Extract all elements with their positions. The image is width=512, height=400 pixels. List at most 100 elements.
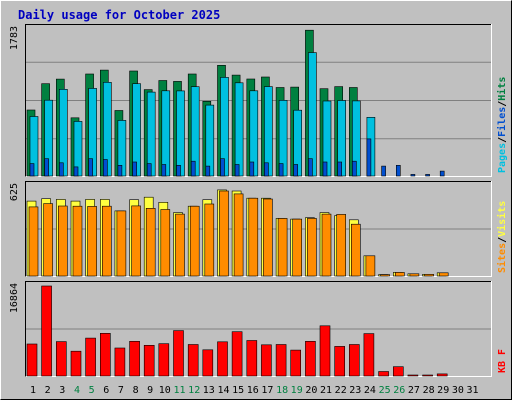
bar-kb-f — [319, 325, 331, 377]
bar-pages — [29, 163, 35, 177]
bar-pages — [337, 161, 343, 177]
day-label: 25 — [379, 385, 391, 396]
bar-pages — [88, 158, 93, 177]
panel-legend: KB F — [497, 349, 508, 373]
bar-kb-f — [114, 347, 126, 377]
bar-kb-f — [407, 374, 419, 377]
day-label: 1 — [30, 385, 36, 396]
bar-kb-f — [363, 333, 375, 377]
legend-entry: Pages — [497, 143, 508, 173]
panel-visitors: 625 Sites/Visits — [9, 181, 508, 277]
panel-max-label: 1783 — [9, 26, 20, 50]
bar-sites — [145, 208, 156, 277]
bar-kb-f — [41, 285, 52, 377]
bar-pages — [234, 164, 240, 177]
bar-kb-f — [85, 337, 96, 377]
day-label: 31 — [466, 385, 478, 396]
bar-sites — [248, 197, 259, 277]
day-label: 27 — [408, 385, 420, 396]
bar-kb-f — [334, 346, 346, 377]
bar-sites — [175, 213, 185, 277]
bar-pages — [351, 160, 357, 177]
bar-pages — [308, 158, 313, 177]
legend-entry: / — [497, 237, 508, 243]
bar-sites — [189, 205, 200, 277]
bar-kb-f — [378, 371, 389, 377]
day-label: 3 — [59, 385, 65, 396]
chart-title: Daily usage for October 2025 — [18, 8, 220, 22]
bar-sites — [116, 210, 127, 277]
bar-files — [234, 82, 244, 177]
series-sites — [28, 190, 449, 277]
bar-pages — [161, 164, 167, 177]
bar-sites — [219, 190, 229, 277]
bar-kb-f — [217, 341, 228, 377]
bar-kb-f — [129, 340, 140, 377]
bar-pages — [264, 162, 269, 177]
legend-entry: / — [497, 101, 508, 107]
bar-pages — [439, 170, 445, 177]
day-label: 11 — [173, 385, 185, 396]
series-pages — [29, 138, 445, 177]
day-label: 10 — [159, 385, 171, 396]
day-label: 28 — [423, 385, 435, 396]
day-label: 9 — [147, 385, 153, 396]
bar-sites — [57, 205, 68, 277]
day-label: 26 — [393, 385, 405, 396]
day-label: 13 — [203, 385, 215, 396]
bar-kb-f — [305, 340, 316, 377]
day-label: 6 — [103, 385, 109, 396]
series-kb-f — [26, 285, 448, 377]
day-label: 20 — [305, 385, 317, 396]
panel-legend: Pages/Files/Hits — [496, 77, 508, 173]
panel-max-label: 16864 — [9, 283, 20, 313]
day-label: 24 — [364, 385, 376, 396]
bar-files — [176, 90, 185, 177]
bar-pages — [132, 161, 137, 177]
panel-legend: Sites/Visits — [496, 201, 508, 273]
bar-sites — [131, 205, 141, 277]
day-label: 7 — [118, 385, 124, 396]
bar-pages — [205, 165, 211, 177]
bar-sites — [263, 198, 273, 277]
bar-kb-f — [158, 343, 170, 377]
bar-sites — [102, 205, 112, 277]
bar-kb-f — [187, 344, 199, 377]
day-label: 19 — [291, 385, 303, 396]
bar-pages — [381, 165, 386, 177]
day-label: 23 — [349, 385, 361, 396]
x-axis-day-labels: 1 2 3 4 5 6 7 8 9 10 11 12 13 14 15 16 17 18 19 20 21 22 23 24 2… — [30, 385, 479, 396]
bar-pages — [395, 165, 401, 177]
bar-sites — [321, 213, 332, 277]
day-label: 15 — [232, 385, 244, 396]
bar-sites — [350, 223, 361, 277]
bar-kb-f — [261, 344, 272, 377]
bar-sites — [292, 218, 303, 277]
bar-kb-f — [55, 341, 67, 377]
bar-kb-f — [202, 349, 214, 377]
panel-max-label: 625 — [9, 183, 20, 201]
day-label: 17 — [261, 385, 273, 396]
bar-pages — [73, 166, 79, 177]
bar-pages — [58, 162, 64, 177]
bar-pages — [146, 163, 152, 177]
panel-border-light — [25, 281, 492, 377]
bar-sites — [72, 205, 83, 277]
bar-sites — [233, 193, 244, 277]
bar-kb-f — [348, 344, 360, 377]
bar-kb-f — [275, 344, 287, 377]
panel-border-dark — [25, 24, 492, 177]
bar-sites — [204, 203, 215, 277]
legend-entry: Hits — [496, 77, 508, 101]
day-label: 30 — [452, 385, 464, 396]
legend-entry: Files — [496, 107, 508, 137]
bar-kb-f — [26, 343, 38, 377]
bar-kb-f — [173, 330, 184, 377]
bar-sites — [160, 209, 171, 277]
day-label: 2 — [45, 385, 51, 396]
bar-pages — [410, 174, 416, 177]
bar-files — [205, 104, 215, 177]
bar-sites — [438, 272, 449, 277]
